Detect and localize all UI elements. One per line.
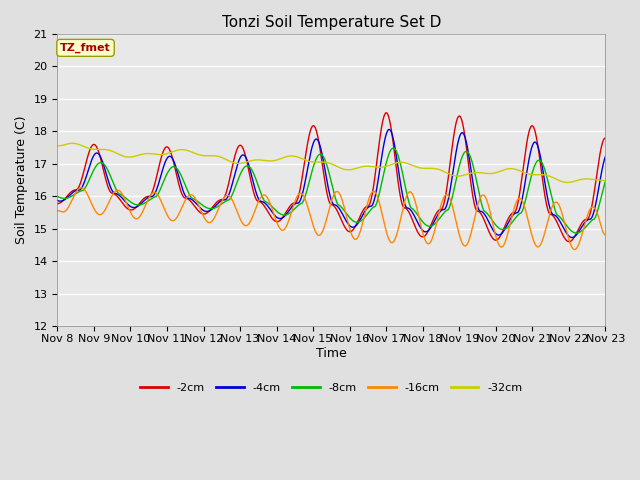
Y-axis label: Soil Temperature (C): Soil Temperature (C) [15,116,28,244]
Legend: -2cm, -4cm, -8cm, -16cm, -32cm: -2cm, -4cm, -8cm, -16cm, -32cm [136,378,527,397]
X-axis label: Time: Time [316,347,347,360]
Title: Tonzi Soil Temperature Set D: Tonzi Soil Temperature Set D [221,15,441,30]
Text: TZ_fmet: TZ_fmet [60,43,111,53]
